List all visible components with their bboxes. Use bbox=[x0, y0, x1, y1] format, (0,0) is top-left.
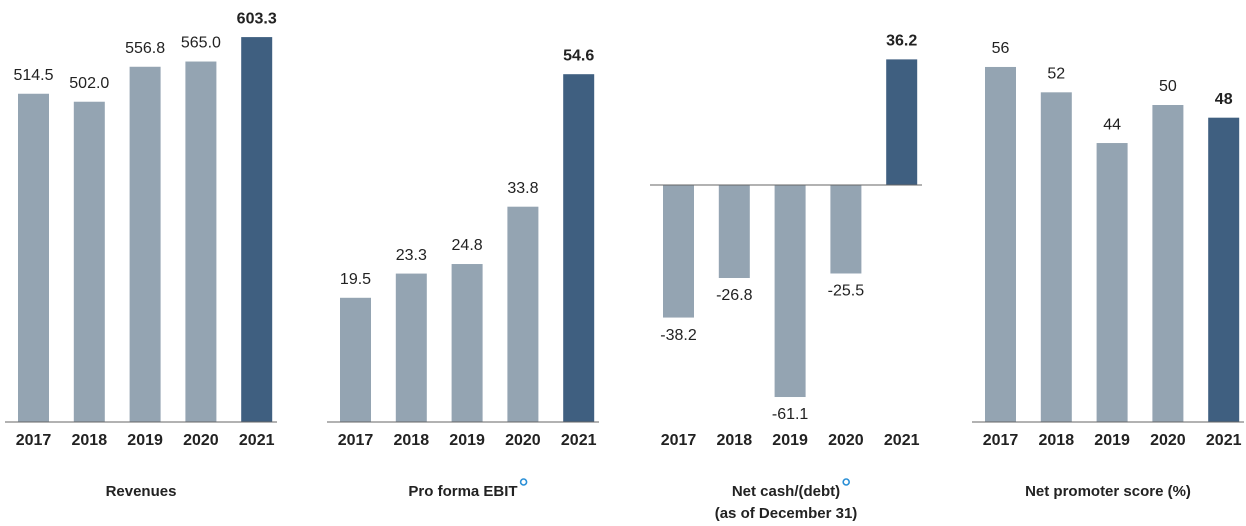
bar bbox=[241, 37, 273, 422]
value-label: 565.0 bbox=[181, 35, 221, 52]
x-tick-label: 2019 bbox=[772, 432, 808, 449]
value-label: 56 bbox=[992, 40, 1010, 57]
value-label: 50 bbox=[1159, 78, 1177, 95]
bar bbox=[563, 74, 595, 422]
bar bbox=[129, 66, 161, 422]
value-label: 502.0 bbox=[69, 75, 109, 92]
value-label: 514.5 bbox=[13, 67, 53, 84]
chart: -38.2 2017 -26.8 2018 -61.1 2019 -25.5 2020 36.2… bbox=[650, 33, 922, 522]
x-tick-label: 2020 bbox=[505, 432, 541, 449]
value-label: -38.2 bbox=[660, 327, 697, 344]
value-label: -25.5 bbox=[828, 283, 865, 300]
chart-title: Revenues bbox=[106, 483, 177, 500]
bar bbox=[73, 101, 105, 422]
chart-title: Net cash/(debt) bbox=[732, 483, 840, 500]
chart: 514.5 2017 502.0 2018 556.8 2019 565.0 2020 603.… bbox=[5, 10, 277, 500]
bar bbox=[1152, 105, 1184, 422]
x-tick-label: 2017 bbox=[661, 432, 697, 449]
x-tick-label: 2018 bbox=[72, 432, 108, 449]
x-tick-label: 2019 bbox=[1094, 432, 1130, 449]
value-label: 33.8 bbox=[507, 180, 538, 197]
bar bbox=[830, 185, 862, 274]
value-label: 556.8 bbox=[125, 40, 165, 57]
chart-title: Pro forma EBIT bbox=[408, 483, 517, 500]
bar bbox=[718, 185, 750, 278]
x-tick-label: 2019 bbox=[127, 432, 163, 449]
x-tick-label: 2021 bbox=[239, 432, 275, 449]
chart-subtitle: (as of December 31) bbox=[715, 505, 858, 522]
value-label: 24.8 bbox=[452, 237, 483, 254]
chart: 56 2017 52 2018 44 2019 50 2020 48 2021 Net promot… bbox=[972, 40, 1244, 500]
bar bbox=[507, 206, 539, 422]
value-label: 603.3 bbox=[237, 10, 277, 27]
bar bbox=[774, 185, 806, 398]
x-tick-label: 2018 bbox=[717, 432, 753, 449]
x-tick-label: 2019 bbox=[449, 432, 485, 449]
bar bbox=[1208, 117, 1240, 423]
x-tick-label: 2017 bbox=[983, 432, 1019, 449]
x-tick-label: 2017 bbox=[338, 432, 374, 449]
value-label: 44 bbox=[1103, 116, 1121, 133]
bar bbox=[663, 185, 694, 318]
bar bbox=[1040, 92, 1072, 422]
x-tick-label: 2020 bbox=[183, 432, 219, 449]
x-tick-label: 2020 bbox=[1150, 432, 1186, 449]
x-tick-label: 2021 bbox=[1206, 432, 1242, 449]
info-icon bbox=[519, 478, 528, 486]
bar bbox=[985, 66, 1016, 423]
value-label: 19.5 bbox=[340, 271, 371, 288]
bar bbox=[18, 93, 49, 423]
bar bbox=[1096, 143, 1128, 423]
chart: 19.5 2017 23.3 2018 24.8 2019 33.8 2020 54.6 2021… bbox=[327, 47, 599, 500]
info-icon bbox=[842, 478, 850, 486]
value-label: -61.1 bbox=[772, 406, 809, 423]
value-label: 48 bbox=[1215, 91, 1233, 108]
bar bbox=[451, 264, 483, 422]
x-tick-label: 2018 bbox=[1039, 432, 1075, 449]
x-tick-label: 2020 bbox=[828, 432, 864, 449]
bar bbox=[395, 273, 427, 422]
bar bbox=[185, 61, 217, 422]
value-label: 23.3 bbox=[396, 247, 427, 264]
x-tick-label: 2021 bbox=[561, 432, 597, 449]
value-label: 36.2 bbox=[886, 33, 917, 50]
bar bbox=[340, 297, 371, 422]
value-label: 54.6 bbox=[563, 47, 594, 64]
x-tick-label: 2017 bbox=[16, 432, 52, 449]
x-tick-label: 2018 bbox=[394, 432, 430, 449]
chart-title: Net promoter score (%) bbox=[1025, 483, 1191, 500]
value-label: -26.8 bbox=[716, 287, 753, 304]
value-label: 52 bbox=[1047, 66, 1065, 83]
bar bbox=[886, 59, 918, 185]
x-tick-label: 2021 bbox=[884, 432, 920, 449]
